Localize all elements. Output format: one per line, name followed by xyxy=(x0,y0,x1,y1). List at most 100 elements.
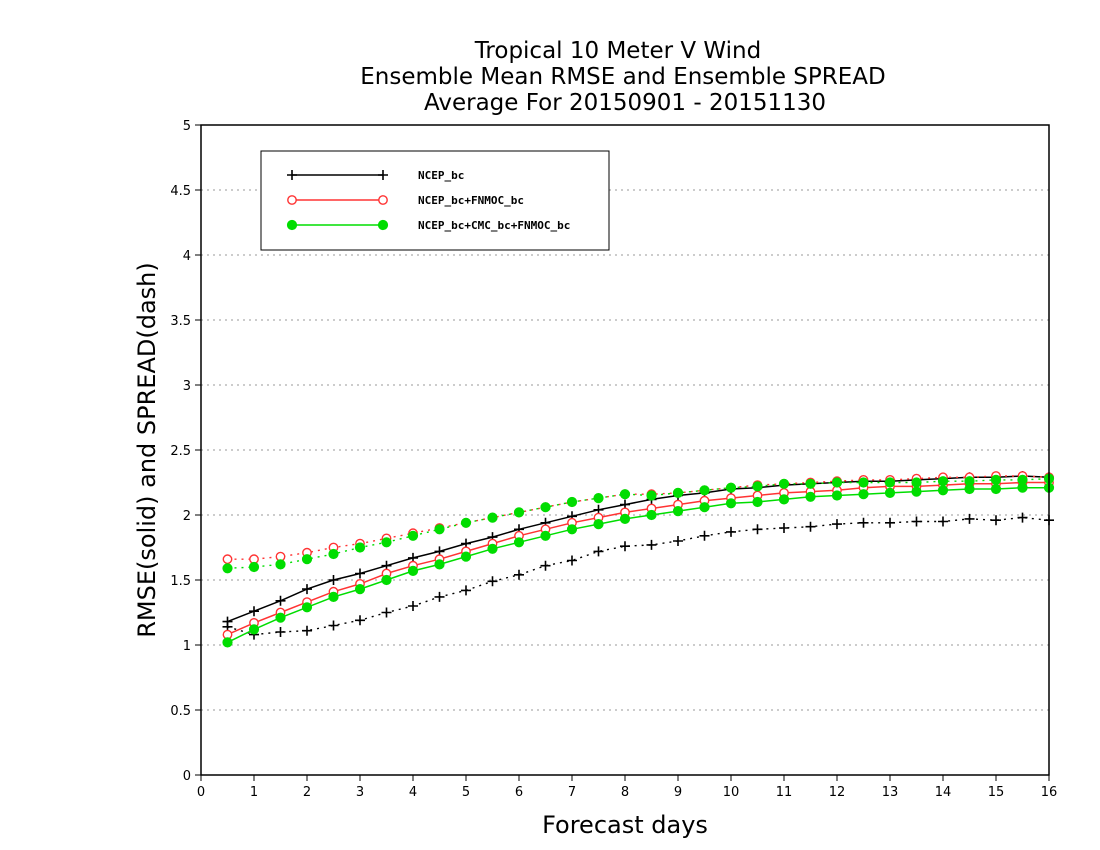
series-3-spread-point xyxy=(407,530,419,541)
x-tick-label: 4 xyxy=(409,785,417,800)
series-3-spread-point xyxy=(460,517,472,528)
series-3-spread-point xyxy=(434,524,445,535)
series-3-rmse-point xyxy=(540,530,551,541)
series-3-rmse-point xyxy=(964,483,975,495)
series-3-rmse-point xyxy=(619,513,631,525)
chart-title-line-3: Average For 20150901 - 20151130 xyxy=(424,90,826,116)
series-1-spread-point xyxy=(991,515,1001,526)
series-1-spread-point xyxy=(540,560,551,571)
series-1-spread-point xyxy=(408,601,418,611)
series-3-rmse-point xyxy=(725,498,737,509)
series-3-spread-point xyxy=(699,485,710,496)
series-3-rmse-point xyxy=(354,584,366,595)
x-tick-label: 11 xyxy=(776,785,793,800)
y-tick-label: 1.5 xyxy=(170,574,191,589)
series-1-spread-point xyxy=(461,585,471,596)
x-tick-label: 14 xyxy=(935,785,952,800)
legend-label-2: NCEP_bc+FNMOC_bc xyxy=(418,194,524,207)
legend-marker xyxy=(286,219,298,231)
chart-title-line-1: Tropical 10 Meter V Wind xyxy=(474,38,761,64)
series-3-spread-point xyxy=(593,493,604,504)
series-3-spread-point xyxy=(911,477,922,488)
series-3-spread-point xyxy=(725,482,737,493)
series-1-spread-point xyxy=(514,569,524,580)
series-1-spread-point xyxy=(567,555,577,566)
series-1-spread-point xyxy=(858,517,869,528)
series-3-spread-point xyxy=(354,542,366,553)
series-3-spread-point xyxy=(328,548,339,560)
series-1-spread-point xyxy=(726,526,736,537)
series-3-rmse-point xyxy=(990,483,1002,495)
series-1-rmse-point xyxy=(222,616,233,627)
series-3-spread-point xyxy=(937,476,949,487)
x-tick-label: 8 xyxy=(621,785,629,800)
series-1-spread-point xyxy=(832,519,842,530)
series-3-rmse-point xyxy=(884,487,896,498)
series-1-spread-point xyxy=(699,530,710,541)
x-tick-label: 0 xyxy=(197,785,205,800)
x-tick-label: 16 xyxy=(1041,785,1058,800)
series-3-spread-point xyxy=(858,477,869,488)
series-3-spread-point xyxy=(513,507,525,518)
series-1-spread-point xyxy=(487,576,498,587)
series-3-spread-point xyxy=(301,554,313,565)
legend: NCEP_bc NCEP_bc+FNMOC_bc NCEP_bc+CMC_bc+FN… xyxy=(260,150,610,251)
series-3-rmse-point xyxy=(831,490,843,501)
legend-marker xyxy=(287,170,297,180)
series-1-rmse-point xyxy=(355,568,365,579)
series-3-spread-point xyxy=(884,477,896,488)
series-3-rmse-point xyxy=(222,637,233,648)
series-3-rmse-point xyxy=(248,624,260,635)
series-1-rmse-point xyxy=(328,575,339,585)
series-3-spread-point xyxy=(831,477,843,488)
series-3-spread-point xyxy=(990,474,1002,485)
series-1-spread-point xyxy=(434,591,445,602)
legend-marker xyxy=(377,219,389,231)
series-3-spread-point xyxy=(752,481,763,492)
series-3-rmse-point xyxy=(699,502,710,513)
x-tick-label: 1 xyxy=(250,785,258,800)
series-1-spread-point xyxy=(302,625,312,636)
y-tick-label: 2.5 xyxy=(170,444,191,459)
y-tick-label: 0 xyxy=(183,769,191,784)
series-1-spread-point xyxy=(593,546,604,557)
series-3-spread-point xyxy=(778,478,790,489)
series-1-spread-point xyxy=(673,536,683,546)
series-3-rmse-point xyxy=(937,485,949,496)
series-3-spread-point xyxy=(540,502,551,513)
x-tick-label: 3 xyxy=(356,785,364,800)
x-axis-label: Forecast days xyxy=(542,811,708,839)
series-1-rmse-point xyxy=(302,584,312,595)
series-1-rmse-point xyxy=(275,595,286,606)
y-tick-label: 1 xyxy=(183,639,191,654)
series-3-rmse-point xyxy=(328,591,339,603)
series-1-rmse-point xyxy=(249,606,259,617)
series-1-spread-point xyxy=(885,517,895,528)
series-1-spread-point xyxy=(938,516,948,527)
series-3-rmse-point xyxy=(407,565,419,577)
series-1-spread-point xyxy=(328,620,339,631)
series-group xyxy=(222,471,1055,648)
series-3-spread-point xyxy=(275,559,286,570)
legend-label-1: NCEP_bc xyxy=(418,169,464,182)
series-3-rmse-point xyxy=(752,496,763,508)
x-tick-label: 5 xyxy=(462,785,470,800)
series-1-spread-point xyxy=(805,521,816,532)
series-3-rmse-point xyxy=(911,486,922,497)
y-tick-label: 4 xyxy=(183,249,191,264)
series-3 xyxy=(222,473,1055,648)
legend-marker xyxy=(287,195,297,205)
series-1-spread-point xyxy=(911,516,922,527)
series-1-spread-point xyxy=(1017,512,1028,523)
series-3-rmse-point xyxy=(566,524,578,535)
x-tick-label: 2 xyxy=(303,785,311,800)
series-3-rmse-point xyxy=(301,602,313,613)
x-tick-label: 9 xyxy=(674,785,682,800)
legend-label-3: NCEP_bc+CMC_bc+FNMOC_bc xyxy=(418,219,570,232)
series-1-spread-point xyxy=(620,541,630,552)
x-tick-label: 12 xyxy=(829,785,846,800)
series-3-rmse-point xyxy=(805,491,816,502)
series-3-rmse-point xyxy=(275,612,286,623)
y-tick-label: 0.5 xyxy=(170,704,191,719)
